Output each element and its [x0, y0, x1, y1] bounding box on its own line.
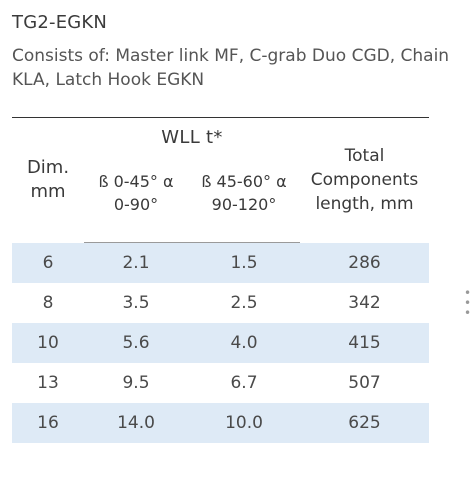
header-angle-range-2: ß 45-60° α 90-120°	[188, 156, 300, 243]
spec-table: Dim. mm WLL t* Total Components length, …	[12, 117, 429, 443]
cell-wll-1: 2.1	[84, 242, 188, 283]
cell-dim: 13	[37, 373, 59, 393]
header-angle-range-1: ß 0-45° α 0-90°	[84, 156, 188, 243]
cell-wll-1: 14.0	[84, 403, 188, 443]
cell-dim: 8	[42, 293, 54, 313]
cell-length: 507	[348, 373, 381, 393]
cell-wll-1: 9.5	[122, 373, 150, 393]
cell-wll-2: 2.5	[230, 293, 258, 313]
cell-length: 415	[300, 323, 429, 363]
cell-length: 625	[300, 403, 429, 443]
cell-wll-2: 10.0	[188, 403, 300, 443]
cell-wll-1: 5.6	[84, 323, 188, 363]
table-header: Dim. mm WLL t* Total Components length, …	[12, 117, 429, 243]
cell-wll-2: 6.7	[230, 373, 258, 393]
cell-wll-2: 4.0	[188, 323, 300, 363]
header-wll: WLL t*	[84, 117, 300, 156]
header-total-length: Total Components length, mm	[300, 117, 429, 243]
header-dim: Dim. mm	[12, 117, 84, 243]
table-row: 16 14.0 10.0 625	[12, 403, 429, 443]
table-row: 10 5.6 4.0 415	[12, 323, 429, 363]
cell-dim: 16	[12, 403, 84, 443]
table-row: 6 2.1 1.5 286	[12, 242, 429, 283]
cell-dim: 10	[12, 323, 84, 363]
product-code: TG2-EGKN	[12, 12, 108, 33]
product-description: Consists of: Master link MF, C-grab Duo …	[12, 46, 450, 90]
header-total-length-text: Total Components length, mm	[310, 146, 419, 215]
table-row: 8 3.5 2.5 342	[12, 283, 429, 323]
cell-wll-2: 1.5	[188, 242, 300, 283]
header-dim-text: Dim. mm	[26, 157, 70, 203]
cell-wll-1: 3.5	[122, 293, 150, 313]
cropped-edge-fragment: • • •	[464, 286, 472, 320]
cell-dim: 6	[12, 242, 84, 283]
cell-length: 342	[348, 293, 381, 313]
header-angle-range-1-text: ß 0-45° α 0-90°	[98, 172, 174, 214]
cell-length: 286	[300, 242, 429, 283]
table-body: 6 2.1 1.5 286 8 3.5 2.5 342 10 5.6 4.0 4…	[12, 242, 429, 443]
header-angle-range-2-text: ß 45-60° α 90-120°	[201, 172, 287, 214]
table-row: 13 9.5 6.7 507	[12, 363, 429, 403]
